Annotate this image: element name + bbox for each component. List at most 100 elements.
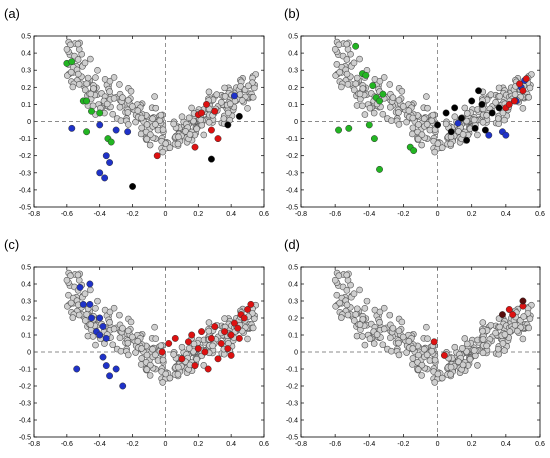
data-point xyxy=(418,141,425,149)
data-point-blue xyxy=(88,314,95,322)
x-tick-label: -0.4 xyxy=(94,211,106,218)
data-point-red xyxy=(509,311,517,319)
data-point xyxy=(470,347,478,354)
data-point xyxy=(205,327,213,335)
data-point xyxy=(333,61,341,68)
data-point xyxy=(487,321,495,329)
data-point-red xyxy=(230,319,238,327)
data-point xyxy=(236,91,244,98)
data-point-green xyxy=(379,90,387,98)
data-point xyxy=(389,324,397,332)
data-point xyxy=(185,114,193,122)
data-point xyxy=(81,86,89,94)
data-point xyxy=(525,324,533,332)
data-point-black xyxy=(481,126,489,134)
data-point xyxy=(92,305,99,312)
y-tick-label: 0.5 xyxy=(288,34,298,41)
data-point xyxy=(386,311,394,319)
data-point xyxy=(174,370,182,378)
data-point-black xyxy=(207,155,215,163)
data-point xyxy=(170,120,177,128)
data-point xyxy=(152,104,160,112)
y-tick-label: -0.1 xyxy=(19,136,31,143)
data-point xyxy=(398,318,406,326)
data-point xyxy=(479,319,487,326)
data-point xyxy=(423,121,431,128)
data-point xyxy=(249,324,257,332)
y-tick-label: -0.1 xyxy=(286,367,298,374)
data-point-black xyxy=(451,104,459,112)
data-point xyxy=(94,297,101,305)
data-point xyxy=(138,124,145,132)
data-point-red xyxy=(235,334,243,342)
data-point xyxy=(405,337,413,345)
data-point xyxy=(470,116,478,124)
data-point-blue xyxy=(96,314,104,322)
panel-label: (a) xyxy=(4,6,20,21)
data-point xyxy=(356,286,363,294)
data-point xyxy=(109,110,117,118)
data-point xyxy=(117,117,125,124)
data-point xyxy=(129,333,136,341)
data-point xyxy=(361,305,369,312)
y-tick-label: -0.5 xyxy=(19,435,31,442)
data-point xyxy=(109,341,117,349)
y-tick-label: 0.4 xyxy=(288,51,298,58)
data-point xyxy=(395,121,403,128)
data-point-green xyxy=(83,128,91,136)
data-point-red xyxy=(211,107,219,115)
data-point xyxy=(92,341,99,349)
data-point-black xyxy=(458,114,465,122)
data-point xyxy=(75,311,83,319)
data-point xyxy=(110,304,118,312)
data-point xyxy=(343,287,351,294)
data-point xyxy=(414,366,422,373)
data-point xyxy=(409,114,417,122)
data-point xyxy=(409,124,417,132)
data-point-black xyxy=(129,183,137,190)
y-tick-label: 0.2 xyxy=(21,316,31,323)
data-point xyxy=(116,311,123,319)
data-point xyxy=(63,276,71,284)
data-point xyxy=(496,93,503,100)
data-point xyxy=(174,140,182,148)
y-tick-label: -0.2 xyxy=(19,153,31,160)
data-point xyxy=(151,323,158,331)
data-point xyxy=(186,131,194,138)
data-point-red xyxy=(204,365,212,373)
data-point xyxy=(67,272,74,280)
data-point-blue xyxy=(502,131,510,139)
data-point-green xyxy=(83,97,91,105)
data-point xyxy=(116,334,124,342)
data-point xyxy=(124,327,132,335)
y-tick-label: 0 xyxy=(27,119,31,126)
data-point-black xyxy=(224,121,232,129)
data-point xyxy=(119,324,126,332)
data-point xyxy=(335,272,343,280)
data-point-red xyxy=(201,348,209,356)
data-point xyxy=(463,110,471,117)
data-point xyxy=(87,90,95,98)
data-point xyxy=(175,133,182,141)
data-point xyxy=(157,111,165,119)
data-point xyxy=(124,109,132,116)
data-point-green xyxy=(370,135,378,143)
data-point xyxy=(455,127,462,135)
y-tick-label: -0.4 xyxy=(19,187,31,194)
data-point xyxy=(405,107,413,114)
data-point xyxy=(447,363,455,371)
data-point-black xyxy=(463,136,471,144)
data-point xyxy=(205,319,213,326)
data-point xyxy=(380,74,388,81)
data-point xyxy=(395,96,403,104)
data-point xyxy=(103,100,111,108)
y-tick-label: 0.1 xyxy=(288,102,298,109)
data-point xyxy=(226,100,234,108)
data-point xyxy=(200,131,208,139)
data-point xyxy=(431,379,439,386)
data-point xyxy=(106,318,113,326)
data-point xyxy=(414,135,422,143)
data-point xyxy=(143,121,151,128)
data-point xyxy=(344,80,352,88)
data-point xyxy=(138,345,145,352)
